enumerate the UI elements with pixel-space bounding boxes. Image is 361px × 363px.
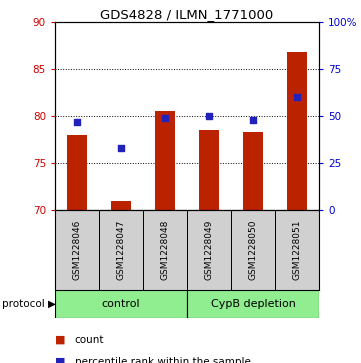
Bar	[111, 201, 131, 210]
Text: protocol ▶: protocol ▶	[2, 299, 56, 309]
Point	[294, 94, 300, 100]
Bar	[55, 210, 99, 290]
Bar	[231, 210, 275, 290]
Point	[74, 119, 80, 125]
Text: GSM1228050: GSM1228050	[248, 220, 257, 280]
Bar	[243, 132, 263, 210]
Text: CypB depletion: CypB depletion	[210, 299, 295, 309]
Bar	[143, 210, 187, 290]
Bar	[199, 130, 219, 210]
Text: ■: ■	[55, 335, 65, 345]
Text: ■: ■	[55, 356, 65, 363]
Point	[162, 115, 168, 121]
Bar	[67, 135, 87, 210]
Text: GSM1228047: GSM1228047	[117, 220, 126, 280]
Text: GSM1228049: GSM1228049	[204, 220, 213, 280]
Text: GSM1228051: GSM1228051	[292, 220, 301, 280]
Bar	[187, 290, 319, 318]
Point	[118, 145, 124, 151]
Title: GDS4828 / ILMN_1771000: GDS4828 / ILMN_1771000	[100, 8, 274, 21]
Point	[250, 117, 256, 123]
Text: count: count	[75, 335, 104, 345]
Text: GSM1228046: GSM1228046	[73, 220, 82, 280]
Bar	[187, 210, 231, 290]
Bar	[155, 111, 175, 210]
Bar	[275, 210, 319, 290]
Text: GSM1228048: GSM1228048	[161, 220, 170, 280]
Bar	[287, 52, 307, 210]
Bar	[99, 210, 143, 290]
Text: control: control	[102, 299, 140, 309]
Bar	[55, 290, 187, 318]
Point	[206, 113, 212, 119]
Text: percentile rank within the sample: percentile rank within the sample	[75, 356, 251, 363]
